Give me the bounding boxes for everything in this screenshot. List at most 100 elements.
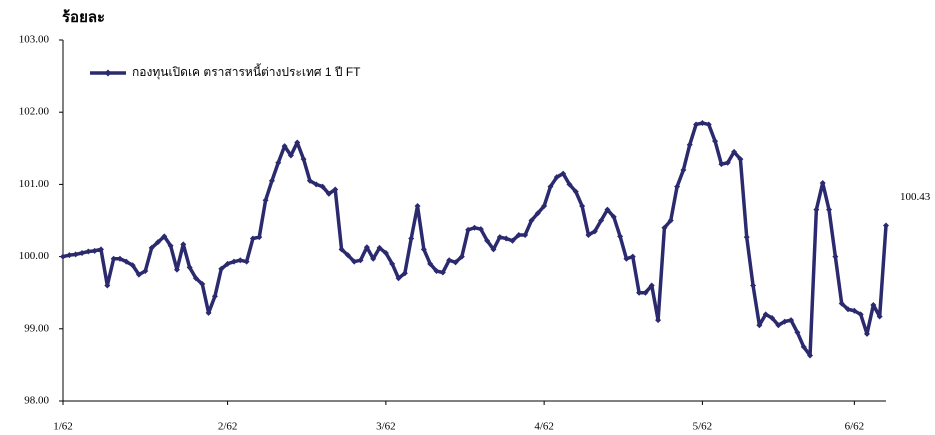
point <box>313 181 320 188</box>
x-tick-label: 1/62 <box>53 421 73 433</box>
point <box>66 252 73 259</box>
point <box>306 177 313 184</box>
point <box>452 259 459 266</box>
point <box>876 313 883 320</box>
point <box>167 242 174 249</box>
point <box>256 234 263 241</box>
y-tick-label: 103.00 <box>19 34 50 46</box>
point <box>477 226 484 233</box>
y-tick-label: 101.00 <box>19 178 50 190</box>
point <box>116 255 123 262</box>
point <box>186 264 193 271</box>
point <box>737 156 744 163</box>
point <box>629 253 636 260</box>
point <box>591 228 598 235</box>
point <box>731 148 738 155</box>
point <box>97 246 104 253</box>
point <box>376 244 383 251</box>
point <box>395 275 402 282</box>
point <box>648 282 655 289</box>
point <box>129 262 136 269</box>
legend-marker <box>104 69 112 77</box>
point <box>541 203 548 210</box>
point <box>718 161 725 168</box>
point <box>382 249 389 256</box>
point <box>604 206 611 213</box>
point <box>769 314 776 321</box>
point <box>826 206 833 213</box>
point <box>370 255 377 262</box>
point <box>693 121 700 128</box>
point <box>756 322 763 329</box>
point <box>123 258 130 265</box>
point <box>515 231 522 238</box>
point <box>636 289 643 296</box>
point <box>845 306 852 313</box>
point <box>325 190 332 197</box>
point <box>674 183 681 190</box>
point <box>192 275 199 282</box>
point <box>883 222 889 229</box>
y-tick-label: 102.00 <box>19 106 50 118</box>
point <box>724 159 731 166</box>
point <box>800 343 807 350</box>
point <box>547 183 554 190</box>
point <box>205 309 212 316</box>
point <box>287 152 294 159</box>
point <box>180 241 187 248</box>
point <box>617 233 624 240</box>
point <box>490 246 497 253</box>
point <box>509 237 516 244</box>
x-tick-label: 2/62 <box>218 421 238 433</box>
point <box>750 282 757 289</box>
series-line <box>62 121 888 358</box>
y-tick-label: 100.00 <box>19 250 50 262</box>
point <box>813 206 820 213</box>
point <box>414 203 421 210</box>
point <box>161 233 168 240</box>
point <box>135 271 142 278</box>
point <box>230 258 237 265</box>
point <box>838 300 845 307</box>
data-label: 100.43 <box>900 191 931 203</box>
point <box>534 210 541 217</box>
point <box>420 246 427 253</box>
point <box>832 253 839 260</box>
point <box>623 255 630 262</box>
point <box>572 188 579 195</box>
x-tick-label: 5/62 <box>693 421 713 433</box>
y-tick-label: 98.00 <box>24 395 49 407</box>
point <box>446 257 453 264</box>
point <box>332 186 339 193</box>
point <box>775 322 782 329</box>
point <box>72 251 79 258</box>
point <box>794 329 801 336</box>
point <box>319 183 326 190</box>
point <box>585 231 592 238</box>
point <box>218 265 225 272</box>
point <box>870 301 877 308</box>
point <box>762 311 769 318</box>
point <box>389 260 396 267</box>
point <box>91 247 98 254</box>
point <box>281 143 288 150</box>
point <box>294 139 301 146</box>
point <box>471 224 478 231</box>
point <box>338 246 345 253</box>
point <box>522 231 529 238</box>
point <box>819 179 826 186</box>
y-tick-label: 99.00 <box>24 322 49 334</box>
point <box>148 244 155 251</box>
point <box>427 260 434 267</box>
point <box>433 268 440 275</box>
point <box>439 269 446 276</box>
point <box>598 217 605 224</box>
point <box>142 268 149 275</box>
point <box>224 260 231 267</box>
point <box>401 270 408 277</box>
point <box>173 266 180 273</box>
point <box>496 234 503 241</box>
point <box>249 235 256 242</box>
chart-title: ร้อยละ <box>62 9 105 26</box>
point <box>528 217 535 224</box>
